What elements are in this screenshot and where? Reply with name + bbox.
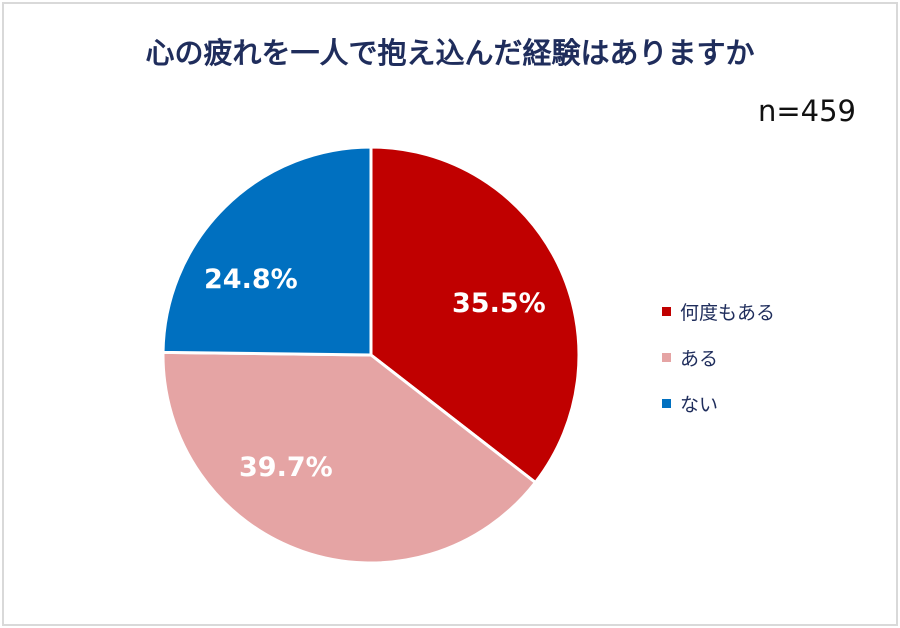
legend-label: ない [680, 393, 719, 416]
pie-slice-nandomo-aru [369, 145, 581, 485]
slice-label-nandomo-aru: 35.5% [452, 288, 546, 319]
legend-swatch-icon [662, 306, 671, 316]
legend: 何度もある ある ない [662, 288, 775, 426]
legend-item-aru: ある [662, 334, 775, 380]
legend-item-nandomo-aru: 何度もある [662, 288, 775, 334]
slice-label-aru: 39.7% [239, 452, 333, 483]
legend-label: ある [680, 347, 719, 370]
slice-label-nai: 24.8% [204, 264, 298, 295]
legend-swatch-icon [662, 398, 671, 408]
legend-swatch-icon [662, 352, 671, 362]
legend-label: 何度もある [680, 301, 776, 324]
pie-slice-nai [161, 145, 373, 357]
sample-size-label: n=459 [757, 94, 856, 128]
pie-slice-aru [161, 350, 538, 565]
chart-title: 心の疲れを一人で抱え込んだ経験はありますか [145, 36, 755, 70]
legend-item-nai: ない [662, 380, 775, 426]
